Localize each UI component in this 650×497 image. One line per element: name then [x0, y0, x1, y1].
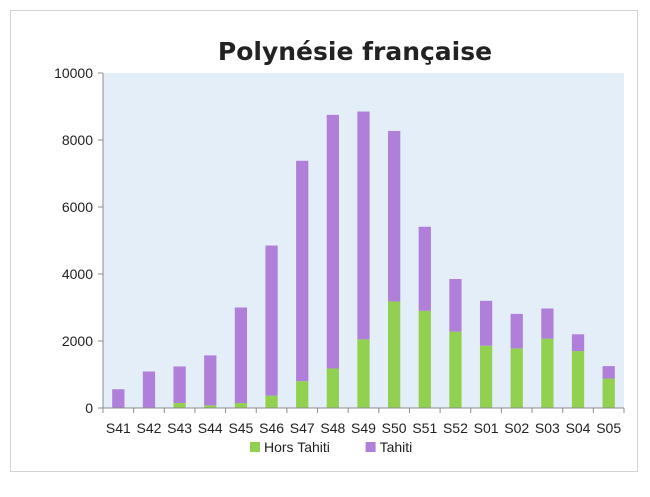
x-tick-label: S44	[198, 420, 223, 436]
bar-hors-tahiti	[204, 405, 217, 408]
x-tick-label: S50	[382, 420, 407, 436]
x-tick-label: S41	[106, 420, 131, 436]
bar-tahiti	[510, 313, 523, 349]
bar-hors-tahiti	[571, 351, 585, 408]
bar-tahiti	[541, 308, 554, 339]
bar-hors-tahiti	[479, 345, 493, 408]
x-tick-label: S05	[596, 420, 621, 436]
x-tick-label: S45	[228, 420, 253, 436]
y-tick-label: 4000	[62, 266, 93, 282]
bar-tahiti	[265, 245, 278, 396]
bar-tahiti	[418, 226, 431, 311]
bar-tahiti	[479, 300, 493, 346]
bar-tahiti	[571, 334, 585, 352]
x-tick-label: S02	[504, 420, 529, 436]
bar-hors-tahiti	[234, 402, 248, 408]
x-tick-label: S03	[535, 420, 560, 436]
x-tick-label: S04	[566, 420, 591, 436]
bar-hors-tahiti	[296, 381, 309, 408]
x-axis: S41 S42 S43 S44 S45 S46 S47 S48 S49 S50 S51 S52 S01 S…	[102, 407, 625, 436]
bar-tahiti	[602, 366, 615, 379]
bar-tahiti	[388, 130, 401, 302]
bar-hors-tahiti	[388, 301, 401, 408]
legend-swatch	[250, 442, 260, 452]
x-tick-label: S46	[259, 420, 284, 436]
bar-hors-tahiti	[173, 402, 186, 408]
bar-tahiti	[234, 307, 248, 403]
chart-title: Polynésie française	[218, 37, 492, 66]
bar-hors-tahiti	[357, 339, 370, 408]
bar-tahiti	[142, 371, 156, 408]
bars	[112, 111, 615, 408]
bar-hors-tahiti	[449, 331, 462, 408]
bar-hors-tahiti	[602, 378, 615, 408]
y-tick-label: 10000	[54, 65, 93, 81]
x-tick-label: S51	[412, 420, 437, 436]
x-tick-label: S47	[290, 420, 315, 436]
y-tick-label: 6000	[62, 199, 93, 215]
legend: Hors Tahiti Tahiti	[250, 439, 412, 455]
bar-tahiti	[296, 160, 309, 382]
bar-tahiti	[204, 355, 217, 406]
y-tick-label: 0	[85, 400, 93, 416]
bar-hors-tahiti	[265, 395, 278, 408]
bar-tahiti	[326, 114, 339, 369]
x-tick-label: S01	[474, 420, 499, 436]
legend-swatch	[365, 442, 376, 452]
y-tick-label: 2000	[62, 333, 93, 349]
bar-hors-tahiti	[326, 368, 339, 408]
bar-hors-tahiti	[418, 310, 431, 408]
bar-tahiti	[357, 111, 370, 340]
x-tick-label: S42	[137, 420, 162, 436]
x-tick-label: S52	[443, 420, 468, 436]
x-tick-label: S43	[167, 420, 192, 436]
x-tick-label: S49	[351, 420, 376, 436]
bar-tahiti	[173, 366, 186, 403]
bar-tahiti	[112, 389, 125, 408]
x-tick-label: S48	[320, 420, 345, 436]
bar-hors-tahiti	[510, 348, 523, 408]
bar-hors-tahiti	[541, 338, 554, 408]
bar-tahiti	[449, 279, 462, 332]
legend-label: Hors Tahiti	[264, 439, 330, 455]
y-tick-label: 8000	[62, 132, 93, 148]
legend-label: Tahiti	[380, 439, 413, 455]
y-axis: 0 2000 4000 6000 8000 10000	[54, 65, 104, 416]
